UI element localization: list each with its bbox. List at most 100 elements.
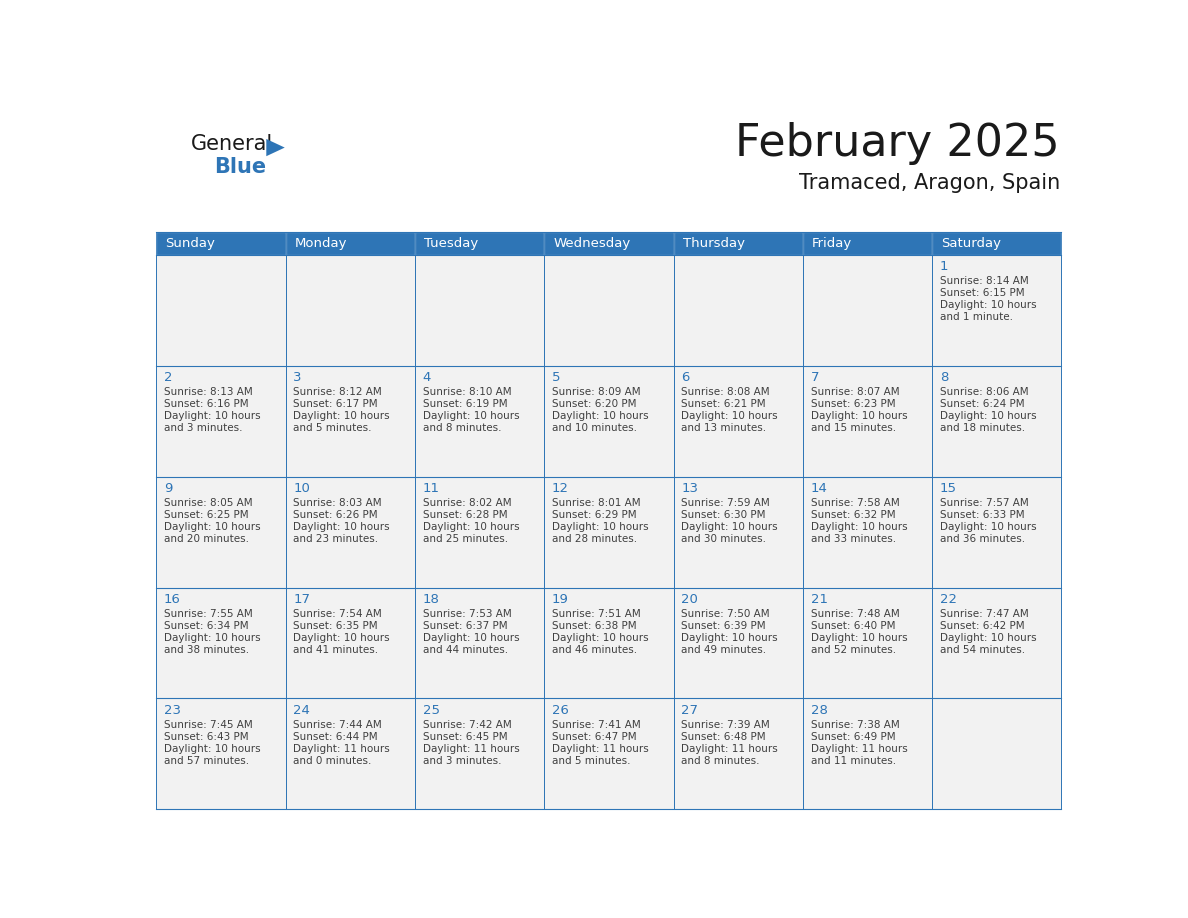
Text: Sunset: 6:34 PM: Sunset: 6:34 PM [164,621,248,631]
Text: and 3 minutes.: and 3 minutes. [164,423,242,433]
Bar [415,255,544,365]
Bar [933,476,1061,588]
Text: 7: 7 [810,371,819,385]
Text: Sunrise: 8:09 AM: Sunrise: 8:09 AM [552,387,640,397]
Bar [285,365,415,476]
Bar [544,255,674,365]
Text: and 5 minutes.: and 5 minutes. [293,423,372,433]
Bar [285,699,415,810]
Bar [933,588,1061,699]
Text: Sunrise: 8:06 AM: Sunrise: 8:06 AM [940,387,1029,397]
Bar [415,588,544,699]
Text: Sunrise: 7:39 AM: Sunrise: 7:39 AM [681,720,770,730]
Text: Sunset: 6:49 PM: Sunset: 6:49 PM [810,732,896,742]
Text: Daylight: 10 hours: Daylight: 10 hours [552,411,649,421]
Text: 1: 1 [940,261,948,274]
Text: and 8 minutes.: and 8 minutes. [681,756,760,766]
Text: and 10 minutes.: and 10 minutes. [552,423,637,433]
Text: and 0 minutes.: and 0 minutes. [293,756,372,766]
Text: 24: 24 [293,704,310,717]
Text: and 3 minutes.: and 3 minutes. [423,756,501,766]
Text: and 23 minutes.: and 23 minutes. [293,534,379,544]
Text: February 2025: February 2025 [735,122,1060,164]
Text: Sunrise: 7:38 AM: Sunrise: 7:38 AM [810,720,899,730]
Text: Daylight: 10 hours: Daylight: 10 hours [164,744,260,754]
Text: 22: 22 [940,593,956,606]
Bar [544,588,674,699]
Text: Sunrise: 7:59 AM: Sunrise: 7:59 AM [681,498,770,509]
Text: Sunset: 6:32 PM: Sunset: 6:32 PM [810,510,896,521]
Text: 12: 12 [552,482,569,495]
Bar [674,699,803,810]
Text: Daylight: 10 hours: Daylight: 10 hours [681,633,778,643]
Bar [157,365,285,476]
Text: Daylight: 10 hours: Daylight: 10 hours [552,633,649,643]
Text: Daylight: 10 hours: Daylight: 10 hours [552,522,649,532]
Text: Sunrise: 7:42 AM: Sunrise: 7:42 AM [423,720,511,730]
Text: and 54 minutes.: and 54 minutes. [940,645,1025,655]
Text: Tramaced, Aragon, Spain: Tramaced, Aragon, Spain [798,174,1060,194]
Text: Sunrise: 8:05 AM: Sunrise: 8:05 AM [164,498,253,509]
Text: Sunset: 6:39 PM: Sunset: 6:39 PM [681,621,766,631]
Text: 15: 15 [940,482,956,495]
Bar [674,255,803,365]
Text: Sunrise: 7:54 AM: Sunrise: 7:54 AM [293,610,383,619]
Polygon shape [266,139,285,156]
Text: 23: 23 [164,704,181,717]
Text: Sunset: 6:15 PM: Sunset: 6:15 PM [940,288,1024,298]
Bar [285,476,415,588]
Text: and 20 minutes.: and 20 minutes. [164,534,249,544]
Bar [415,365,544,476]
Text: and 36 minutes.: and 36 minutes. [940,534,1025,544]
Text: Sunset: 6:20 PM: Sunset: 6:20 PM [552,399,637,409]
Text: Sunset: 6:16 PM: Sunset: 6:16 PM [164,399,248,409]
Text: Daylight: 10 hours: Daylight: 10 hours [681,411,778,421]
Bar [674,588,803,699]
Text: Daylight: 10 hours: Daylight: 10 hours [423,411,519,421]
Text: Sunset: 6:47 PM: Sunset: 6:47 PM [552,732,637,742]
Text: 8: 8 [940,371,948,385]
Text: Sunrise: 7:55 AM: Sunrise: 7:55 AM [164,610,253,619]
Text: 21: 21 [810,593,828,606]
Text: Sunrise: 7:53 AM: Sunrise: 7:53 AM [423,610,511,619]
Text: 4: 4 [423,371,431,385]
Text: and 49 minutes.: and 49 minutes. [681,645,766,655]
Bar [803,476,933,588]
Text: and 41 minutes.: and 41 minutes. [293,645,379,655]
Text: Monday: Monday [295,237,347,250]
Text: Sunrise: 8:13 AM: Sunrise: 8:13 AM [164,387,253,397]
Text: 16: 16 [164,593,181,606]
Text: and 38 minutes.: and 38 minutes. [164,645,249,655]
Bar [415,699,544,810]
Text: Daylight: 10 hours: Daylight: 10 hours [940,411,1036,421]
Text: and 15 minutes.: and 15 minutes. [810,423,896,433]
Bar [157,588,285,699]
Text: Sunrise: 7:48 AM: Sunrise: 7:48 AM [810,610,899,619]
Text: 18: 18 [423,593,440,606]
Text: 6: 6 [681,371,689,385]
Text: 2: 2 [164,371,172,385]
Bar [933,255,1061,365]
Bar [803,365,933,476]
Bar [803,232,933,255]
Bar [674,476,803,588]
Text: Sunrise: 8:14 AM: Sunrise: 8:14 AM [940,276,1029,286]
Text: Sunrise: 7:58 AM: Sunrise: 7:58 AM [810,498,899,509]
Text: Daylight: 10 hours: Daylight: 10 hours [164,633,260,643]
Text: 28: 28 [810,704,828,717]
Text: and 5 minutes.: and 5 minutes. [552,756,631,766]
Bar [544,232,674,255]
Text: Sunrise: 8:02 AM: Sunrise: 8:02 AM [423,498,511,509]
Bar [285,232,415,255]
Text: and 57 minutes.: and 57 minutes. [164,756,249,766]
Text: Tuesday: Tuesday [424,237,479,250]
Text: Daylight: 10 hours: Daylight: 10 hours [681,522,778,532]
Bar [285,588,415,699]
Text: 17: 17 [293,593,310,606]
Text: Daylight: 10 hours: Daylight: 10 hours [423,522,519,532]
Text: Daylight: 11 hours: Daylight: 11 hours [681,744,778,754]
Text: Sunrise: 7:45 AM: Sunrise: 7:45 AM [164,720,253,730]
Text: Saturday: Saturday [941,237,1001,250]
Text: 9: 9 [164,482,172,495]
Text: and 52 minutes.: and 52 minutes. [810,645,896,655]
